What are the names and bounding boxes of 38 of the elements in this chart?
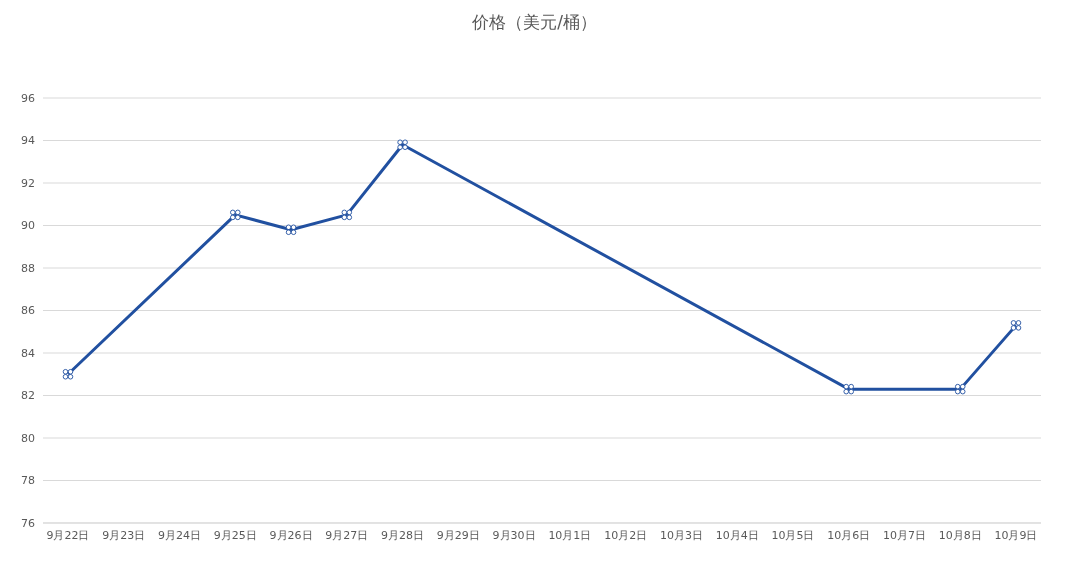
x-tick-label: 9月22日 xyxy=(46,528,90,542)
x-tick-label: 9月23日 xyxy=(102,528,146,542)
point xyxy=(230,209,241,221)
x-tick-label: 9月30日 xyxy=(492,528,536,542)
point xyxy=(954,383,966,395)
x-tick-label: 9月24日 xyxy=(158,528,202,542)
x-tick-label: 10月3日 xyxy=(659,528,703,542)
y-tick-label: 84 xyxy=(21,346,35,360)
point xyxy=(285,224,297,235)
y-tick-label: 82 xyxy=(21,389,35,403)
point xyxy=(1010,320,1022,331)
y-tick-label: 76 xyxy=(21,516,35,530)
point xyxy=(397,139,408,150)
point xyxy=(62,369,74,380)
x-tick-label: 9月25日 xyxy=(213,528,257,542)
x-tick-label: 9月29日 xyxy=(436,528,480,542)
chart-title: 价格（美元/桶） xyxy=(471,11,598,34)
y-tick-label: 90 xyxy=(21,219,35,233)
x-tick-label: 10月5日 xyxy=(771,528,815,542)
y-tick-label: 80 xyxy=(21,431,35,445)
point xyxy=(341,209,353,221)
x-tick-label: 10月6日 xyxy=(827,528,871,542)
y-tick-label: 88 xyxy=(21,261,35,275)
x-tick-label: 10月7日 xyxy=(882,528,926,542)
y-tick-label: 86 xyxy=(21,304,35,318)
point xyxy=(843,383,854,395)
x-tick-label: 10月2日 xyxy=(604,528,648,542)
x-tick-label: 10月4日 xyxy=(715,528,759,542)
y-tick-label: 92 xyxy=(21,176,35,190)
x-tick-label: 9月28日 xyxy=(381,528,425,542)
x-tick-label: 10月1日 xyxy=(548,528,592,542)
y-tick-label: 94 xyxy=(21,134,35,148)
x-tick-label: 10月9日 xyxy=(994,528,1038,542)
y-tick-label: 96 xyxy=(21,91,35,105)
x-tick-label: 9月26日 xyxy=(269,528,313,542)
x-tick-label: 9月27日 xyxy=(325,528,369,542)
x-tick-label: 10月8日 xyxy=(938,528,982,542)
y-tick-label: 78 xyxy=(21,474,35,488)
